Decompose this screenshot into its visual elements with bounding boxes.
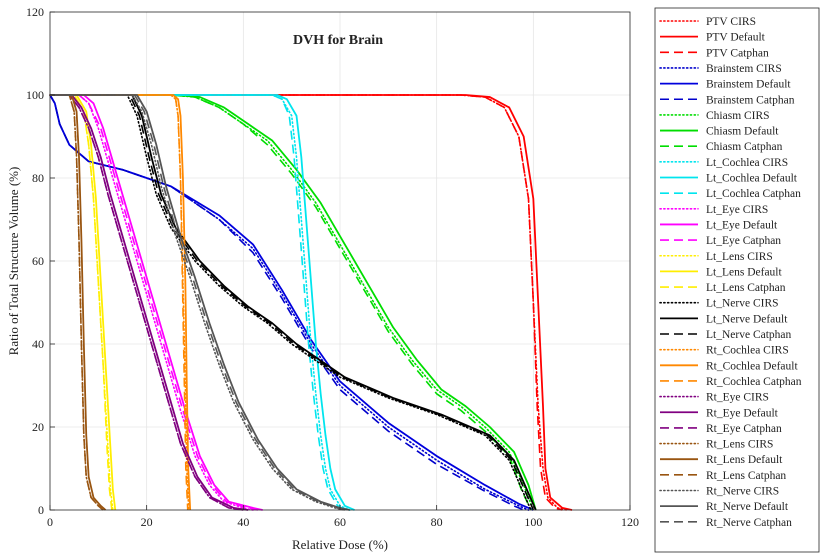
series-line-chiasm-default [50, 94, 537, 511]
x-tick-label: 60 [334, 515, 346, 529]
series-line-rt-nerve-cirs [49, 94, 346, 511]
legend-label: Rt_Lens Default [706, 454, 783, 466]
legend-label: Lt_Cochlea Default [706, 173, 798, 185]
y-tick-label: 20 [32, 420, 44, 434]
legend-label: Rt_Lens Catphan [706, 470, 786, 482]
legend-label: Lt_Cochlea CIRS [706, 157, 788, 169]
legend-label: Rt_Cochlea CIRS [706, 345, 789, 357]
series-line-rt-cochlea-default [50, 94, 192, 511]
legend-label: Lt_Cochlea Catphan [706, 188, 801, 200]
x-tick-label: 80 [431, 515, 443, 529]
legend-label: Brainstem Catphan [706, 94, 795, 106]
series-line-rt-eye-default [50, 94, 249, 511]
legend-label: Lt_Eye Default [706, 219, 778, 231]
legend-label: PTV Default [706, 32, 766, 44]
legend-label: Chiasm CIRS [706, 110, 770, 122]
legend-label: Lt_Lens Catphan [706, 282, 786, 294]
series-line-lt-cochlea-catphan [50, 94, 346, 511]
y-tick-label: 80 [32, 171, 44, 185]
legend-label: Lt_Nerve Default [706, 313, 788, 325]
axis-ticks: 0 20 40 60 80 100 120 0 20 40 60 80 100 120 [26, 5, 639, 529]
series-line-lt-eye-catphan [50, 94, 258, 511]
series-lines [49, 94, 573, 511]
series-line-lt-lens-default [50, 94, 117, 511]
series-line-rt-eye-catphan [50, 94, 244, 511]
legend-label: Chiasm Catphan [706, 141, 783, 153]
series-line-lt-nerve-cirs [49, 94, 532, 511]
series-line-rt-nerve-default [50, 94, 350, 511]
legend-label: Rt_Cochlea Catphan [706, 376, 802, 388]
legend-label: Rt_Cochlea Default [706, 360, 798, 372]
legend-label: Rt_Eye Catphan [706, 423, 782, 435]
legend-label: Lt_Eye CIRS [706, 204, 768, 216]
y-tick-label: 40 [32, 337, 44, 351]
series-line-rt-cochlea-cirs [49, 94, 190, 511]
legend-label: Rt_Nerve Default [706, 501, 789, 513]
y-axis-label: Ratio of Total Structure Volume (%) [6, 167, 21, 356]
y-tick-label: 0 [38, 503, 44, 517]
series-line-brainstem-catphan [49, 94, 524, 511]
legend-label: Lt_Lens Default [706, 266, 782, 278]
series-line-lt-cochlea-cirs [49, 94, 351, 511]
legend-label: Rt_Eye Default [706, 407, 779, 419]
legend-label: Rt_Eye CIRS [706, 392, 769, 404]
y-tick-label: 100 [26, 88, 44, 102]
legend: PTV CIRS PTV Default PTV Catphan Brainstem … [659, 16, 802, 529]
legend-label: Rt_Lens CIRS [706, 439, 773, 451]
legend-label: Lt_Lens CIRS [706, 251, 773, 263]
series-line-chiasm-cirs [49, 94, 535, 511]
series-line-rt-lens-catphan [50, 94, 104, 511]
legend-label: PTV CIRS [706, 16, 756, 28]
series-line-lt-cochlea-default [50, 94, 355, 511]
legend-label: Rt_Nerve Catphan [706, 517, 792, 529]
y-tick-label: 120 [26, 5, 44, 19]
series-line-ptv-catphan [50, 94, 563, 511]
legend-label: PTV Catphan [706, 47, 769, 59]
legend-label: Brainstem CIRS [706, 63, 782, 75]
y-tick-label: 60 [32, 254, 44, 268]
series-line-lt-nerve-catphan [50, 94, 535, 511]
legend-label: Lt_Eye Catphan [706, 235, 781, 247]
legend-label: Lt_Nerve CIRS [706, 298, 779, 310]
legend-label: Rt_Nerve CIRS [706, 486, 779, 498]
series-line-chiasm-catphan [50, 94, 532, 511]
series-line-rt-cochlea-catphan [50, 94, 189, 511]
x-tick-label: 20 [141, 515, 153, 529]
legend-label: Brainstem Default [706, 79, 791, 91]
series-line-lt-nerve-default [50, 94, 537, 511]
series-line-rt-lens-default [50, 94, 107, 511]
legend-label: Chiasm Default [706, 126, 779, 138]
chart-title: DVH for Brain [293, 33, 383, 48]
x-axis-label: Relative Dose (%) [292, 537, 388, 552]
series-line-lt-eye-default [50, 94, 263, 511]
x-tick-label: 120 [621, 515, 639, 529]
x-tick-label: 40 [237, 515, 249, 529]
legend-label: Lt_Nerve Catphan [706, 329, 792, 341]
x-tick-label: 100 [524, 515, 542, 529]
x-tick-label: 0 [47, 515, 53, 529]
